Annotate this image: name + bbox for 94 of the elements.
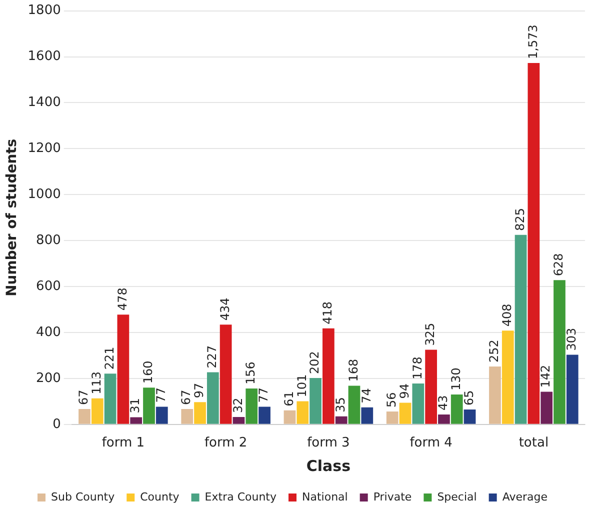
legend-label: Average [502,490,548,504]
bar [322,328,334,424]
bar [528,62,540,424]
bar [284,410,296,424]
bar [425,350,437,424]
data-label: 97 [192,382,206,398]
legend-label: National [302,490,348,504]
data-label: 61 [282,391,296,406]
data-label: 77 [154,387,168,403]
data-label: 156 [244,362,258,385]
x-tick-label: total [518,436,549,451]
data-label: 56 [384,392,398,408]
bar [464,409,476,424]
bar [194,402,206,424]
data-label: 1,573 [526,24,540,59]
bar [502,330,514,424]
bar [348,386,360,424]
data-label: 43 [436,395,450,411]
legend-label: Special [437,490,477,504]
bar [399,402,412,424]
legend-label: County [140,490,180,504]
bar [386,412,398,424]
bar [412,384,424,424]
data-label: 227 [205,345,220,368]
bar [554,280,566,424]
bar [78,409,90,424]
legend-label: Private [373,490,412,504]
y-tick-label: 200 [36,370,61,386]
bar [335,416,348,424]
y-tick-label: 1800 [28,3,61,18]
bar [130,417,142,424]
y-tick-label: 600 [36,278,61,294]
data-label: 74 [359,388,374,404]
y-tick-label: 1600 [28,49,61,64]
data-label: 168 [346,358,360,382]
data-label: 101 [294,374,309,398]
bar [566,354,578,424]
data-label: 303 [564,328,579,351]
bar [489,366,501,424]
bar [206,372,219,424]
data-label: 408 [500,304,514,327]
bar [104,374,116,424]
y-tick-label: 800 [36,232,61,248]
data-label: 67 [76,390,91,406]
bar [156,406,168,424]
bar [143,388,155,424]
data-label: 434 [218,298,232,321]
data-label: 221 [102,346,116,370]
bar [540,392,553,424]
data-label: 325 [423,322,438,346]
x-tick-label: form 1 [102,436,145,451]
bar [258,406,270,424]
data-label: 160 [141,360,156,384]
legend-label: Extra County [204,490,277,504]
data-label: 35 [333,397,348,412]
data-label: 31 [128,398,142,414]
data-label: 130 [448,368,463,391]
bar [232,417,245,424]
bar [220,324,232,424]
data-label: 77 [256,387,271,403]
bar [181,409,194,424]
bar [450,394,463,424]
y-tick-label: 1400 [28,95,61,110]
data-label: 67 [179,390,194,406]
data-label: 478 [115,288,130,311]
data-label: 142 [538,364,553,388]
bar [296,401,309,424]
data-label: 32 [230,398,245,414]
x-tick-label: form 4 [410,436,452,451]
data-label: 202 [308,351,322,374]
data-label: 178 [410,356,424,380]
y-tick-label: 1000 [28,186,61,202]
bar [117,314,130,424]
bar [91,398,104,424]
legend-label: Sub County [51,490,116,504]
bar [514,234,527,424]
x-axis-title: Class [306,456,351,475]
data-label: 628 [552,253,566,276]
data-label: 825 [512,208,527,231]
data-label: 418 [320,301,335,324]
bar [246,388,258,424]
data-label: 252 [487,340,502,362]
bar [310,378,322,424]
y-tick-label: 400 [36,324,61,340]
bar [438,414,450,424]
y-tick-label: 1200 [28,141,61,156]
x-tick-label: form 3 [307,436,350,451]
y-axis-title: Number of students [4,138,20,296]
x-tick-label: form 2 [204,436,248,451]
bar [361,407,374,424]
data-label: 65 [462,390,476,406]
data-label: 94 [397,384,412,399]
y-tick-label: 0 [52,416,61,432]
data-label: 113 [90,372,104,394]
